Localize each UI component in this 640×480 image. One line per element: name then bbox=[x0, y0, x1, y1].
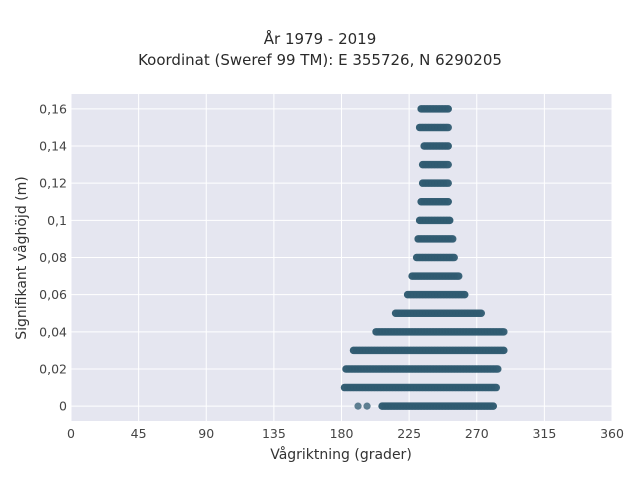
y-tick-label: 0,12 bbox=[39, 176, 67, 191]
chart-subtitle: Koordinat (Sweref 99 TM): E 355726, N 62… bbox=[138, 51, 502, 69]
y-axis-ticks: 0 0,02 0,04 0,06 0,08 0,1 0,12 0,14 0,16 bbox=[39, 101, 67, 413]
x-tick-label: 135 bbox=[262, 426, 286, 441]
data-point bbox=[449, 253, 457, 262]
x-axis-label: Vågriktning (grader) bbox=[270, 447, 412, 463]
y-tick-label: 0 bbox=[59, 399, 67, 414]
data-point bbox=[443, 179, 451, 187]
data-point bbox=[444, 105, 452, 113]
x-tick-label: 225 bbox=[397, 426, 421, 441]
chart-title: År 1979 - 2019 bbox=[263, 30, 377, 48]
data-point bbox=[498, 328, 506, 336]
y-tick-label: 0,06 bbox=[39, 287, 67, 302]
y-tick-label: 0,04 bbox=[39, 324, 67, 339]
y-tick-label: 0,16 bbox=[39, 101, 67, 116]
data-point bbox=[444, 198, 452, 206]
data-point bbox=[453, 272, 461, 280]
y-tick-label: 0,08 bbox=[39, 250, 67, 265]
data-point bbox=[444, 142, 452, 150]
data-points bbox=[340, 105, 508, 410]
data-point bbox=[363, 402, 371, 410]
y-tick-label: 0,14 bbox=[39, 139, 67, 154]
data-point bbox=[500, 346, 508, 354]
data-point bbox=[476, 309, 484, 317]
x-tick-label: 180 bbox=[330, 426, 354, 441]
x-tick-label: 270 bbox=[465, 426, 489, 441]
x-tick-label: 90 bbox=[198, 426, 214, 441]
x-tick-label: 360 bbox=[600, 426, 624, 441]
data-point bbox=[446, 216, 454, 224]
x-tick-label: 45 bbox=[131, 426, 147, 441]
data-point bbox=[489, 402, 497, 410]
data-point bbox=[491, 383, 499, 392]
data-point bbox=[443, 123, 451, 132]
data-point bbox=[447, 235, 455, 243]
x-tick-label: 315 bbox=[532, 426, 556, 441]
data-point bbox=[461, 291, 469, 299]
y-tick-label: 0,1 bbox=[47, 213, 67, 228]
data-point bbox=[354, 402, 362, 410]
x-axis-ticks: 0 45 90 135 180 225 270 315 360 bbox=[67, 426, 624, 441]
y-axis-label: Signifikant våghöjd (m) bbox=[14, 176, 30, 340]
x-tick-label: 0 bbox=[67, 426, 75, 441]
grid-lines bbox=[70, 94, 613, 421]
data-point bbox=[443, 161, 451, 169]
y-tick-label: 0,02 bbox=[39, 361, 67, 376]
data-point bbox=[492, 365, 500, 373]
